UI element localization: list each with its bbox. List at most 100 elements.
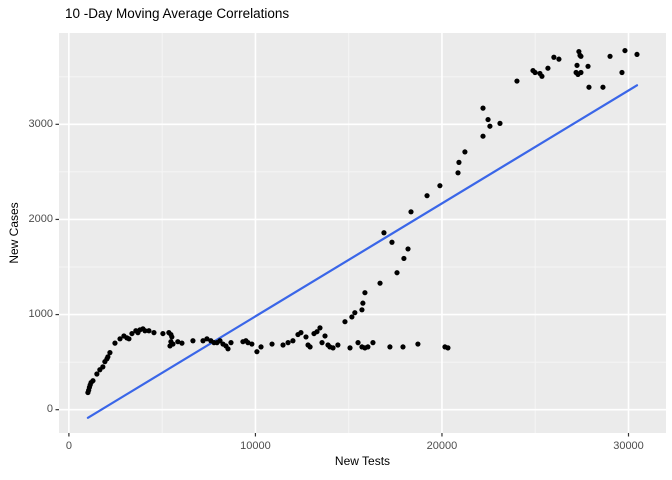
data-point — [578, 53, 584, 59]
data-point — [258, 344, 264, 350]
data-point — [355, 340, 361, 346]
data-point — [169, 334, 175, 340]
data-point — [424, 193, 430, 199]
data-point — [497, 120, 503, 126]
data-point — [539, 73, 545, 79]
data-point — [362, 290, 368, 296]
data-point — [298, 330, 304, 336]
data-point — [303, 334, 309, 340]
data-point — [280, 342, 286, 348]
data-point — [600, 84, 606, 90]
data-point — [532, 69, 538, 76]
data-point — [254, 349, 260, 355]
data-point — [179, 340, 185, 346]
data-point — [551, 54, 557, 60]
data-point — [462, 149, 468, 155]
data-point — [480, 105, 486, 111]
y-axis-title: New Cases — [7, 202, 21, 264]
data-point — [322, 333, 328, 339]
data-point — [387, 344, 393, 350]
data-point — [245, 340, 251, 346]
data-point — [175, 339, 181, 345]
data-point — [200, 338, 206, 344]
data-point — [586, 84, 592, 90]
plot-panel — [59, 33, 666, 433]
data-point — [401, 255, 407, 262]
data-point — [607, 53, 613, 59]
data-point — [335, 342, 341, 348]
data-point — [576, 48, 582, 55]
data-point — [408, 209, 414, 215]
data-point — [225, 346, 231, 352]
data-point — [352, 310, 358, 316]
data-point — [545, 65, 551, 71]
data-point — [105, 354, 111, 360]
x-tick-label: 20000 — [426, 440, 458, 452]
data-point — [100, 364, 106, 370]
data-point — [319, 340, 325, 346]
data-point — [126, 336, 132, 342]
data-point — [190, 338, 196, 344]
data-point — [330, 345, 336, 351]
data-point — [217, 338, 223, 344]
data-point — [285, 340, 291, 346]
y-tick-label: 2000 — [28, 212, 53, 225]
data-point — [359, 307, 365, 313]
x-tick-label: 0 — [65, 440, 72, 452]
data-point — [445, 345, 451, 351]
data-point — [381, 230, 387, 236]
x-tick-label: 30000 — [613, 440, 644, 452]
data-point — [167, 343, 173, 349]
data-point — [585, 63, 591, 69]
data-point — [117, 336, 123, 342]
data-point — [90, 378, 96, 384]
data-point — [129, 330, 135, 337]
y-tick-label: 1000 — [28, 308, 53, 321]
data-point — [405, 246, 411, 252]
data-point — [480, 133, 486, 139]
y-tick-label: 0 — [46, 403, 53, 416]
data-point — [314, 329, 320, 335]
data-point — [578, 69, 584, 76]
data-point — [574, 62, 580, 68]
data-point — [456, 159, 462, 165]
data-point — [204, 336, 210, 342]
x-tick-label: 10000 — [240, 440, 271, 452]
data-point — [317, 325, 323, 331]
data-point — [228, 340, 234, 346]
data-point — [146, 328, 152, 334]
data-point — [142, 328, 148, 334]
data-point — [634, 51, 640, 58]
data-point — [151, 330, 157, 336]
data-point — [107, 350, 113, 356]
data-point — [269, 341, 275, 347]
data-point — [394, 270, 400, 276]
data-point — [485, 116, 491, 123]
data-point — [160, 330, 166, 337]
data-point — [349, 314, 355, 320]
data-point — [556, 56, 562, 62]
y-tick-label: 3000 — [28, 117, 53, 130]
data-point — [389, 239, 395, 245]
data-point — [415, 341, 421, 347]
data-point — [365, 344, 371, 350]
chart-title: 10 -Day Moving Average Correlations — [65, 6, 290, 21]
data-point — [437, 183, 443, 189]
data-point — [307, 344, 313, 350]
data-point — [377, 280, 383, 286]
data-point — [487, 123, 493, 129]
data-point — [347, 345, 353, 351]
data-point — [360, 300, 366, 306]
data-point — [290, 338, 296, 344]
data-point — [619, 69, 625, 76]
data-point — [370, 340, 376, 346]
data-point — [622, 47, 628, 54]
data-point — [342, 319, 348, 325]
data-point — [112, 340, 118, 346]
x-axis-title: New Tests — [334, 454, 391, 468]
regression-line — [86, 84, 639, 419]
data-point — [249, 341, 255, 347]
data-point — [514, 78, 520, 84]
